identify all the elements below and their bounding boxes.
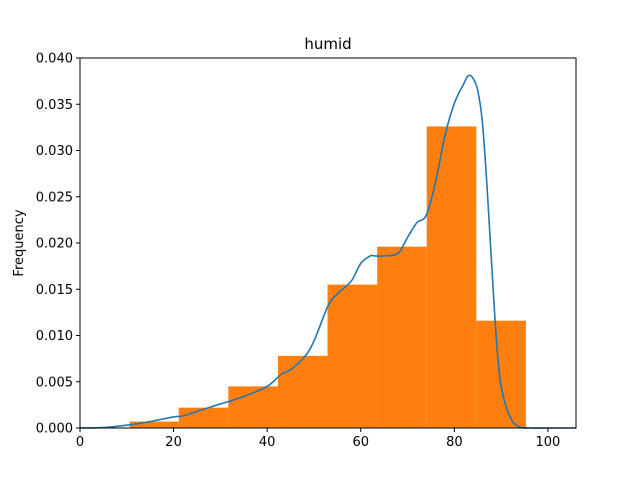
- y-tick-label: 0.000: [36, 422, 73, 437]
- histogram-bar-5: [327, 284, 378, 428]
- density-curve: [79, 74, 576, 429]
- x-tick-label: 20: [165, 435, 182, 450]
- histogram-bar-7: [426, 126, 477, 428]
- y-tick-label: 0.020: [36, 237, 73, 252]
- y-axis-ticks: 0.000 0.005 0.010 0.015 0.020 0.025 0.030 0.035…: [36, 52, 80, 437]
- y-tick-label: 0.005: [36, 375, 73, 390]
- histogram-bar-6: [377, 246, 427, 428]
- x-tick-label: 40: [259, 435, 276, 450]
- y-tick-label: 0.025: [36, 190, 73, 205]
- x-tick-label: 100: [536, 435, 561, 450]
- x-tick-label: 60: [352, 435, 369, 450]
- chart-title: humid: [304, 35, 351, 53]
- y-tick-label: 0.010: [36, 329, 73, 344]
- histogram-bar-2: [178, 407, 229, 428]
- y-tick-label: 0.015: [36, 283, 73, 298]
- y-tick-label: 0.030: [36, 144, 73, 159]
- x-axis-ticks: 0 20 40 60 80 100: [76, 428, 560, 450]
- histogram-bar-4: [277, 355, 328, 428]
- y-tick-label: 0.040: [36, 52, 73, 67]
- histogram-bars: [129, 126, 526, 428]
- y-tick-label: 0.035: [36, 98, 73, 113]
- y-axis-label: Frequency: [12, 209, 27, 276]
- x-tick-label: 0: [76, 435, 84, 450]
- histogram-bar-1: [129, 421, 179, 428]
- histogram-bar-8: [476, 320, 526, 428]
- x-tick-label: 80: [446, 435, 463, 450]
